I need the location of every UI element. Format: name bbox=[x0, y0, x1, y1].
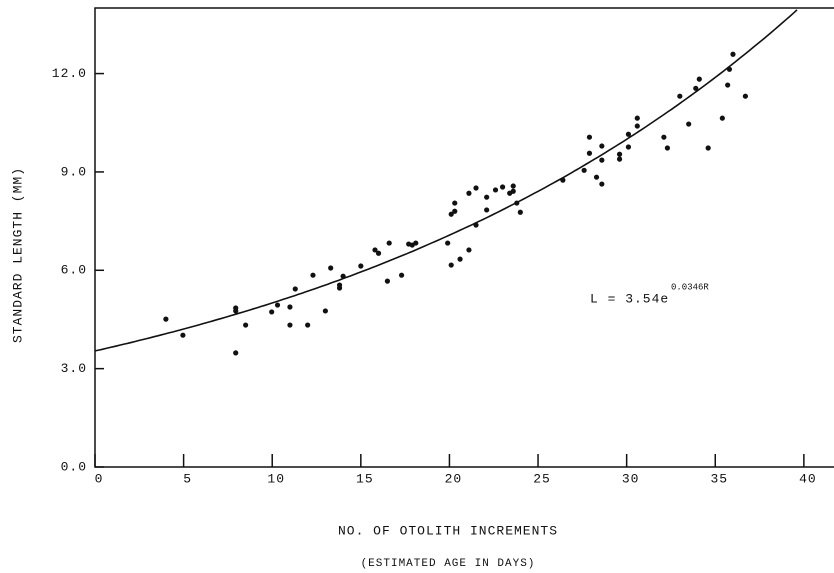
x-tick-label: 10 bbox=[267, 471, 285, 486]
point bbox=[274, 302, 281, 308]
x-tick-label: 30 bbox=[622, 471, 640, 486]
point bbox=[375, 250, 382, 256]
point bbox=[586, 134, 593, 140]
point bbox=[328, 265, 334, 271]
point bbox=[457, 256, 463, 262]
point bbox=[599, 157, 605, 163]
point bbox=[634, 115, 640, 121]
point bbox=[664, 145, 671, 151]
point bbox=[725, 82, 731, 88]
point bbox=[599, 143, 605, 149]
point bbox=[233, 308, 239, 314]
point bbox=[448, 211, 454, 217]
point bbox=[742, 93, 748, 99]
point bbox=[517, 209, 523, 215]
point bbox=[466, 247, 472, 253]
point bbox=[452, 200, 458, 206]
point bbox=[696, 76, 702, 82]
point bbox=[560, 177, 566, 183]
point bbox=[514, 200, 520, 206]
point bbox=[730, 51, 736, 57]
point bbox=[616, 156, 623, 162]
x-tick-label: 0 bbox=[95, 471, 104, 486]
point bbox=[336, 285, 343, 291]
fit-label: L = 3.54e bbox=[590, 291, 669, 306]
y-tick-label: 3.0 bbox=[61, 361, 87, 376]
y-tick-label: 0.0 bbox=[61, 459, 87, 474]
point bbox=[484, 194, 490, 200]
point bbox=[510, 183, 516, 189]
point bbox=[719, 115, 725, 121]
point bbox=[322, 308, 328, 314]
point bbox=[510, 188, 516, 194]
x-tick-label: 5 bbox=[183, 471, 192, 486]
point bbox=[292, 286, 298, 292]
point bbox=[372, 247, 378, 253]
y-tick-label: 12.0 bbox=[52, 66, 87, 81]
point bbox=[287, 322, 293, 328]
point bbox=[661, 134, 667, 140]
x-tick-label: 35 bbox=[710, 471, 728, 486]
point bbox=[269, 309, 275, 315]
fit-exponent: 0.0346R bbox=[671, 282, 709, 292]
x-tick-label: 15 bbox=[356, 471, 374, 486]
point bbox=[705, 145, 711, 151]
fit-curve bbox=[94, 9, 798, 352]
point bbox=[386, 240, 392, 246]
y-axis-label: STANDARD LENGTH (MM) bbox=[10, 167, 25, 343]
point bbox=[340, 273, 346, 279]
point bbox=[287, 304, 293, 310]
x-axis-sublabel: (ESTIMATED AGE IN DAYS) bbox=[361, 558, 536, 570]
x-axis-label: NO. OF OTOLITH INCREMENTS bbox=[338, 523, 558, 538]
y-tick-label: 9.0 bbox=[61, 164, 87, 179]
point bbox=[305, 322, 311, 328]
point bbox=[358, 263, 364, 269]
point bbox=[677, 93, 683, 99]
point bbox=[448, 262, 454, 268]
point bbox=[634, 123, 640, 129]
point bbox=[586, 150, 593, 156]
point bbox=[233, 350, 239, 356]
x-tick-label: 40 bbox=[799, 471, 817, 486]
point bbox=[581, 167, 587, 173]
point bbox=[686, 121, 692, 127]
point bbox=[473, 222, 479, 228]
point bbox=[310, 272, 316, 278]
x-tick-label: 25 bbox=[533, 471, 551, 486]
x-tick-label: 20 bbox=[445, 471, 463, 486]
point bbox=[484, 207, 490, 213]
point bbox=[492, 187, 499, 193]
point bbox=[180, 332, 186, 338]
axes bbox=[94, 7, 834, 468]
point bbox=[163, 316, 169, 322]
point bbox=[625, 131, 632, 137]
point bbox=[398, 272, 405, 278]
point bbox=[413, 240, 419, 246]
point bbox=[452, 208, 458, 214]
point bbox=[593, 174, 600, 180]
y-tick-label: 6.0 bbox=[61, 263, 87, 278]
point bbox=[473, 185, 479, 191]
point bbox=[243, 322, 249, 328]
point bbox=[726, 66, 733, 72]
point bbox=[599, 181, 605, 187]
point bbox=[625, 144, 632, 150]
point bbox=[500, 184, 506, 190]
point bbox=[466, 190, 472, 196]
point bbox=[384, 278, 391, 284]
point bbox=[445, 240, 451, 246]
point bbox=[616, 151, 623, 157]
point bbox=[693, 85, 699, 91]
